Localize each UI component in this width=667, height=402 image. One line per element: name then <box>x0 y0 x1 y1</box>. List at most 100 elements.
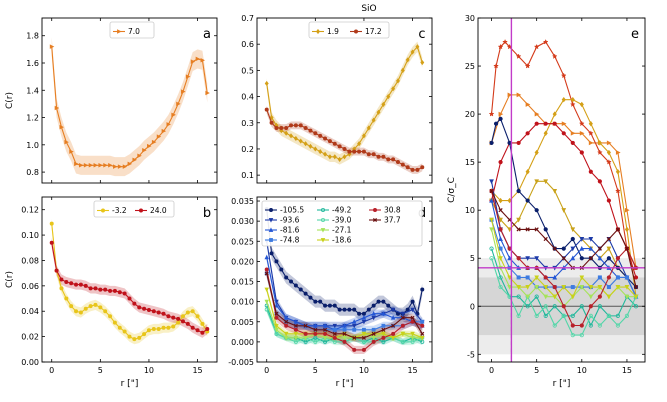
point-e-11-2 <box>507 285 512 290</box>
point-c-1-19 <box>357 149 362 154</box>
xtick-label-b-1: 5 <box>98 366 103 375</box>
axes-frame-d <box>256 196 433 363</box>
ytick-label-b-0: 0.00 <box>21 358 39 367</box>
point-c-1-5 <box>289 123 294 128</box>
ytick-label-b-6: 0.12 <box>21 206 39 215</box>
point-e-12-7 <box>552 294 558 300</box>
point-b-1-12 <box>108 288 113 293</box>
point-e-13-10 <box>579 323 584 328</box>
point-e-9-5 <box>534 294 539 299</box>
legend-c: 1.9 17.2 <box>308 21 390 39</box>
point-d-8-13 <box>391 331 396 336</box>
legend-marker-d-8 <box>372 207 377 212</box>
point-d-5-10 <box>361 339 366 344</box>
point-b-0-26 <box>176 320 181 325</box>
plot-area-e <box>478 18 645 362</box>
point-b-1-10 <box>98 287 103 292</box>
point-d-9-12 <box>381 327 386 332</box>
point-e-11-15 <box>624 294 630 300</box>
point-e-0-13 <box>606 140 612 146</box>
ytick-label-a-2: 1.2 <box>26 114 39 123</box>
point-e-8-14 <box>615 275 620 280</box>
xtick-label-b-3: 15 <box>192 366 202 375</box>
point-c-0-30 <box>410 49 415 55</box>
point-d-9-14 <box>400 315 405 320</box>
point-b-0-17 <box>132 337 137 342</box>
point-e-5-10 <box>570 236 575 242</box>
point-d-3-16 <box>420 319 425 324</box>
point-e-12-13 <box>606 294 612 300</box>
point-b-1-23 <box>161 311 166 316</box>
point-e-0-14 <box>615 150 621 155</box>
point-c-1-10 <box>313 131 318 136</box>
point-c-0-24 <box>381 101 386 108</box>
point-e-10-1 <box>498 284 503 290</box>
legend-label-b-0: -3.2 <box>112 206 127 215</box>
point-c-0-20 <box>361 133 366 139</box>
point-a-0-15 <box>122 164 128 169</box>
point-e-3-1 <box>498 160 503 165</box>
point-b-0-20 <box>146 328 151 333</box>
xlabel-e: r ["] <box>553 379 571 389</box>
point-a-0-7 <box>83 163 89 168</box>
axes-frame-b <box>41 196 218 363</box>
point-e-9-0 <box>489 246 494 251</box>
point-d-2-6 <box>322 323 328 328</box>
point-b-1-24 <box>166 314 171 319</box>
legend-label-d-3: -74.8 <box>280 236 300 245</box>
point-e-2-7 <box>552 111 557 117</box>
point-e-12-11 <box>588 285 594 290</box>
legend-box-d <box>261 200 423 247</box>
point-d-0-20 <box>361 311 366 316</box>
point-b-0-27 <box>180 314 185 319</box>
point-e-9-16 <box>633 304 639 309</box>
point-e-5-9 <box>561 246 566 251</box>
axes-frame-e <box>477 17 646 363</box>
point-c-0-29 <box>405 57 410 63</box>
point-e-1-2 <box>497 43 504 50</box>
legend-label-d-1: -93.6 <box>280 216 300 225</box>
point-b-1-25 <box>171 315 176 320</box>
point-e-7-11 <box>588 245 594 251</box>
point-d-3-10 <box>362 327 366 332</box>
point-a-0-2 <box>59 124 65 130</box>
point-d-1-15 <box>410 307 415 313</box>
point-e-1-1 <box>493 62 499 69</box>
point-c-0-23 <box>376 109 381 115</box>
ytick-label-d-4: 0.015 <box>231 278 254 287</box>
point-e-3-10 <box>579 150 584 155</box>
point-a-0-19 <box>142 148 147 153</box>
point-c-0-15 <box>337 156 342 163</box>
point-c-0-4 <box>284 130 289 136</box>
point-e-7-0 <box>489 197 494 203</box>
point-e-10-0 <box>489 256 494 261</box>
point-e-12-15 <box>624 285 630 290</box>
point-d-0-1 <box>269 251 274 256</box>
point-d-0-18 <box>352 307 357 312</box>
point-e-6-11 <box>588 237 594 242</box>
point-e-5-11 <box>579 256 584 261</box>
markers-e-12 <box>489 217 639 300</box>
point-a-0-29 <box>190 59 196 64</box>
point-e-8-4 <box>525 275 530 280</box>
point-e-1-6 <box>524 62 531 69</box>
legend-marker-d-3 <box>269 238 273 242</box>
legend-box-c <box>308 21 390 39</box>
legend-label-d-4: -49.2 <box>332 206 352 215</box>
point-d-0-15 <box>337 307 342 312</box>
point-d-7-1 <box>274 323 279 329</box>
panel-label-e: e <box>631 27 639 42</box>
point-e-12-6 <box>543 285 549 290</box>
point-e-14-14 <box>615 227 621 232</box>
point-e-9-4 <box>525 304 530 309</box>
ytick-label-c-0: 0.1 <box>241 171 254 180</box>
xtick-label-d-0: 0 <box>264 366 269 375</box>
point-c-1-21 <box>366 152 371 157</box>
point-d-0-19 <box>357 311 362 316</box>
point-c-0-25 <box>386 93 391 100</box>
ytick-label-e-2: 5 <box>470 254 475 263</box>
point-e-1-8 <box>542 38 549 45</box>
point-a-0-9 <box>93 163 99 168</box>
point-e-9-14 <box>615 313 621 318</box>
point-b-0-18 <box>137 335 142 340</box>
